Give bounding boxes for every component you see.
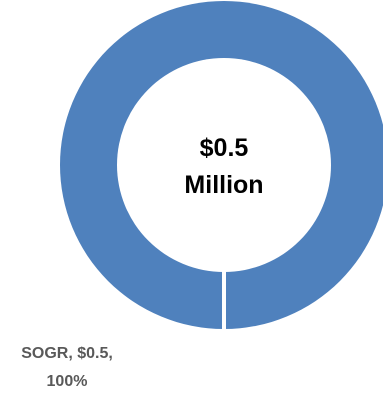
slice-label-line-1: SOGR, $0.5, (21, 345, 113, 362)
center-label-line-2: Million (184, 171, 263, 199)
center-label-line-1: $0.5 (200, 134, 249, 162)
slice-label-line-2: 100% (47, 373, 88, 390)
donut-hole (117, 58, 331, 272)
